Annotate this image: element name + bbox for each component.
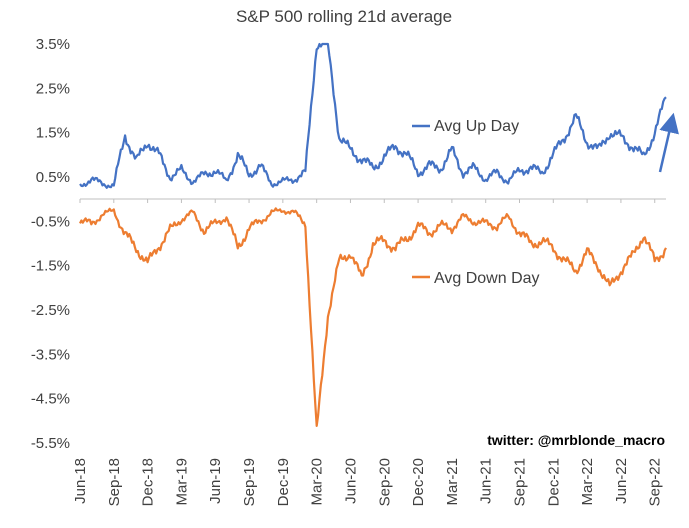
y-axis: 3.5% 2.5% 1.5% 0.5% -0.5% -1.5% -2.5% -3.5% -4.5…	[31, 36, 70, 452]
y-tick-label: -2.5%	[31, 302, 70, 319]
x-tick-label: Sep-22	[647, 458, 664, 506]
x-tick-label: Sep-20	[376, 458, 393, 506]
y-tick-label: -1.5%	[31, 258, 70, 275]
x-tick-label: Sep-21	[512, 458, 529, 506]
series-line-down	[79, 207, 667, 427]
x-tick-label: Jun-18	[72, 458, 89, 504]
x-tick-label: Sep-18	[106, 458, 123, 506]
chart-title: S&P 500 rolling 21d average	[236, 7, 452, 26]
y-tick-label: 0.5%	[36, 169, 70, 186]
annotation-layer: Avg Up Day Avg Down Day	[412, 112, 679, 287]
y-tick-label: 1.5%	[36, 125, 70, 142]
trend-arrow	[658, 112, 679, 173]
x-tick-label: Mar-19	[173, 458, 190, 506]
x-tick-label: Mar-22	[579, 458, 596, 506]
x-tick-label: Mar-21	[444, 458, 461, 506]
y-tick-label: -5.5%	[31, 435, 70, 452]
x-tick-label: Dec-18	[140, 458, 157, 506]
legend-label-down: Avg Down Day	[434, 270, 540, 287]
credit-label: twitter: @mrblonde_macro	[487, 432, 665, 448]
x-tick-label: Jun-21	[478, 458, 495, 504]
x-tick-label: Sep-19	[241, 458, 258, 506]
y-tick-label: 3.5%	[36, 36, 70, 53]
x-tick-label: Dec-19	[275, 458, 292, 506]
legend-label-up: Avg Up Day	[434, 118, 519, 135]
y-tick-label: 2.5%	[36, 80, 70, 97]
x-tick-label: Dec-21	[545, 458, 562, 506]
x-tick-label: Jun-22	[613, 458, 630, 504]
x-tick-label: Jun-20	[342, 458, 359, 504]
series-line-up	[79, 42, 667, 189]
x-axis: Jun-18 Sep-18 Dec-18 Mar-19 Jun-19 Sep-19 Dec-…	[72, 198, 666, 506]
series-layer	[79, 42, 667, 427]
y-tick-label: -4.5%	[31, 391, 70, 408]
x-tick-label: Jun-19	[207, 458, 224, 504]
y-tick-label: -3.5%	[31, 346, 70, 363]
x-tick-label: Mar-20	[309, 458, 326, 506]
y-tick-label: -0.5%	[31, 213, 70, 230]
x-tick-label: Dec-20	[410, 458, 427, 506]
